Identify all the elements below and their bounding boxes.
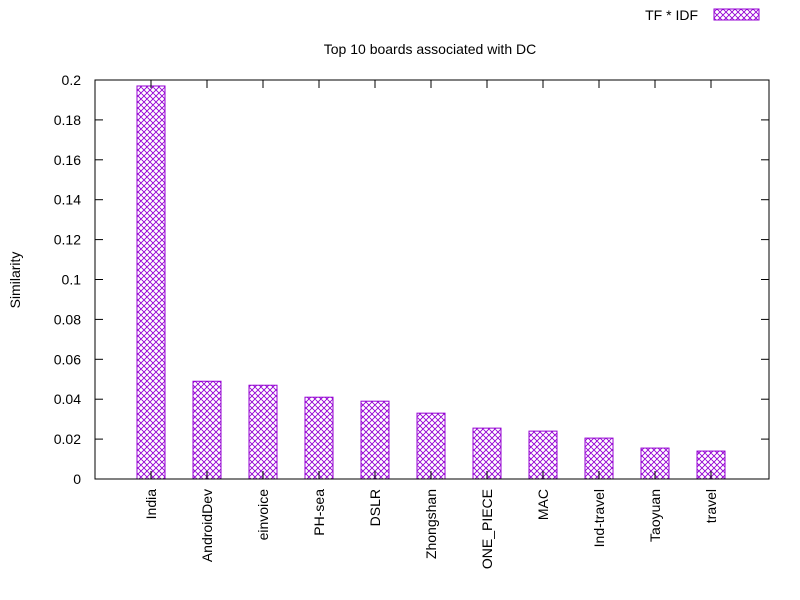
bar-ph-sea <box>304 396 334 480</box>
x-tick-label: einvoice <box>255 489 271 541</box>
y-tick-label: 0.06 <box>54 351 81 367</box>
bar-india <box>136 85 166 480</box>
bars <box>136 85 726 480</box>
y-tick-label: 0.08 <box>54 311 81 327</box>
x-tick-label: Ind-travel <box>591 489 607 547</box>
x-tick-label: ONE_PIECE <box>479 489 495 569</box>
y-tick-label: 0.2 <box>62 72 82 88</box>
x-tick-label: India <box>143 489 159 520</box>
bar-one-piece <box>472 427 502 480</box>
y-tick-label: 0.14 <box>54 192 81 208</box>
x-tick-label: travel <box>703 489 719 523</box>
x-tick-label: MAC <box>535 489 551 520</box>
bar-androiddev <box>192 380 222 480</box>
x-axis-ticks: India AndroidDev einvoice PH-sea DSLR Zhongsh… <box>143 80 719 569</box>
y-tick-label: 0.04 <box>54 391 81 407</box>
legend: TF * IDF <box>645 7 760 23</box>
x-tick-label: AndroidDev <box>199 489 215 562</box>
y-axis-label: Similarity <box>7 252 23 309</box>
y-tick-label: 0.16 <box>54 152 81 168</box>
y-tick-label: 0.1 <box>62 272 82 288</box>
bar-zhongshan <box>416 412 446 480</box>
x-tick-label: DSLR <box>367 489 383 526</box>
bar-dslr <box>360 400 390 480</box>
x-tick-label: PH-sea <box>311 489 327 536</box>
bar-einvoice <box>248 384 278 480</box>
legend-swatch <box>713 8 760 21</box>
y-tick-label: 0 <box>73 471 81 487</box>
y-tick-label: 0.18 <box>54 112 81 128</box>
y-tick-label: 0.12 <box>54 232 81 248</box>
plot-frame <box>94 79 770 480</box>
y-tick-label: 0.02 <box>54 431 81 447</box>
legend-label: TF * IDF <box>645 7 698 23</box>
x-tick-label: Taoyuan <box>647 489 663 542</box>
x-tick-label: Zhongshan <box>423 489 439 559</box>
chart-title: Top 10 boards associated with DC <box>324 41 536 57</box>
y-axis-ticks: 0 0.02 0.04 0.06 0.08 0.1 0.12 0.14 0.16 0.18 0.2 <box>54 72 769 487</box>
